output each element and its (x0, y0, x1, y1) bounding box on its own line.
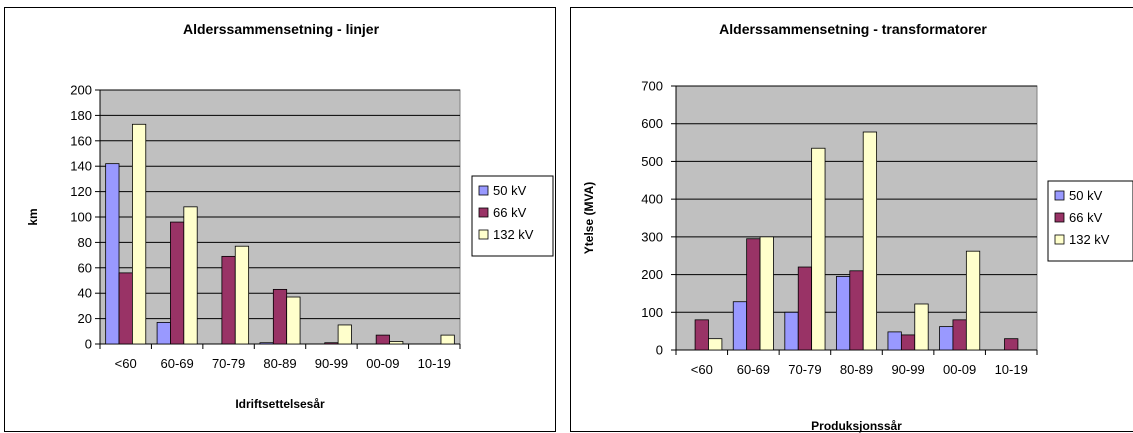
legend-label: 66 kV (493, 205, 527, 220)
legend-swatch (478, 185, 489, 196)
y-tick-label: 0 (656, 343, 663, 358)
y-tick-label: 80 (78, 235, 92, 250)
x-axis-title: Idriftsettelsesår (235, 397, 325, 411)
bar-50kv-2 (784, 311, 799, 351)
bar-132kv-5 (965, 250, 981, 351)
x-axis-title: Produksjonssår (811, 419, 902, 433)
x-tick-label: 00-09 (366, 356, 399, 371)
bar-132kv-4 (914, 303, 929, 351)
x-tick-label: 60-69 (737, 362, 770, 377)
legend-swatch (478, 207, 489, 218)
bar-132kv-2 (811, 147, 826, 351)
x-tick-label: 80-89 (263, 356, 296, 371)
y-tick-label: 600 (641, 116, 663, 131)
x-tick-label: 70-79 (788, 362, 821, 377)
legend-swatch (478, 229, 489, 240)
bar-132kv-1 (183, 206, 198, 345)
bar-66kv-6 (1004, 338, 1019, 351)
chart-title: Alderssammensetning - linjer (183, 21, 380, 37)
y-tick-label: 400 (641, 192, 663, 207)
bar-66kv-4 (900, 334, 916, 351)
x-tick-label: 10-19 (418, 356, 451, 371)
bar-66kv-2 (797, 266, 813, 351)
bar-66kv-0 (694, 319, 709, 351)
x-tick-label: <60 (691, 362, 713, 377)
y-tick-label: 100 (70, 210, 92, 225)
bar-132kv-3 (286, 296, 301, 345)
bar-66kv-3 (272, 288, 288, 345)
chart-linjer: Alderssammensetning - linjer 0 20 40 60 80 100… (4, 7, 556, 432)
legend-swatch (1054, 190, 1065, 201)
bar-50kv-3 (835, 276, 851, 351)
legend-label: 132 kV (493, 227, 534, 242)
y-tick-label: 40 (78, 286, 92, 301)
y-tick-label: 20 (78, 311, 92, 326)
chart-transformatorer: Alderssammensetning - transformatorer 0 10… (570, 7, 1133, 433)
y-tick-label: 60 (78, 260, 92, 275)
y-tick-label: 200 (70, 83, 92, 98)
bar-66kv-5 (952, 319, 967, 351)
x-tick-label: 90-99 (315, 356, 348, 371)
legend-label: 50 kV (493, 183, 527, 198)
y-axis-title: Ytelse (MVA) (582, 182, 596, 254)
legend-label: 50 kV (1069, 188, 1103, 203)
legend-swatch (1054, 212, 1065, 223)
y-tick-label: 500 (641, 154, 663, 169)
y-tick-label: 100 (641, 305, 663, 320)
bar-132kv-6 (440, 334, 455, 345)
bar-66kv-5 (375, 334, 390, 345)
x-tick-label: 60-69 (161, 356, 194, 371)
bar-50kv-4 (887, 331, 902, 351)
y-tick-label: 700 (641, 79, 663, 94)
bar-50kv-0 (105, 163, 120, 345)
bar-132kv-0 (132, 123, 147, 345)
bar-132kv-1 (759, 236, 774, 351)
y-tick-label: 160 (70, 133, 92, 148)
bar-66kv-1 (746, 238, 761, 351)
y-tick-label: 300 (641, 229, 663, 244)
x-tick-label: <60 (115, 356, 137, 371)
bar-132kv-5 (389, 341, 404, 345)
bar-50kv-1 (732, 301, 748, 351)
bar-50kv-5 (939, 326, 954, 351)
x-tick-label: 90-99 (891, 362, 924, 377)
x-tick-label: 80-89 (840, 362, 873, 377)
chart-linjer-svg: Alderssammensetning - linjer 0 20 40 60 80 100… (26, 21, 554, 411)
bar-132kv-4 (337, 324, 352, 345)
y-tick-label: 180 (70, 108, 92, 123)
bar-66kv-3 (849, 270, 864, 351)
legend-label: 132 kV (1069, 232, 1110, 247)
bar-66kv-1 (170, 221, 185, 345)
bar-132kv-0 (708, 338, 723, 351)
y-tick-label: 140 (70, 159, 92, 174)
bar-50kv-3 (259, 342, 274, 345)
y-tick-label: 120 (70, 184, 92, 199)
x-tick-label: 10-19 (995, 362, 1028, 377)
bar-132kv-3 (862, 131, 878, 351)
legend-label: 66 kV (1069, 210, 1103, 225)
y-tick-label: 0 (85, 337, 92, 352)
y-axis-title: km (26, 208, 40, 225)
bar-132kv-2 (234, 245, 250, 345)
bar-50kv-1 (156, 322, 171, 345)
y-tick-label: 200 (641, 267, 663, 282)
bar-66kv-4 (324, 342, 339, 345)
x-tick-label: 70-79 (212, 356, 245, 371)
legend-swatch (1054, 234, 1065, 245)
x-tick-label: 00-09 (943, 362, 976, 377)
chart-title: Alderssammensetning - transformatorer (719, 21, 987, 37)
bar-66kv-0 (118, 272, 133, 345)
bar-66kv-2 (221, 255, 236, 345)
chart-transformatorer-svg: Alderssammensetning - transformatorer 0 10… (582, 21, 1133, 433)
